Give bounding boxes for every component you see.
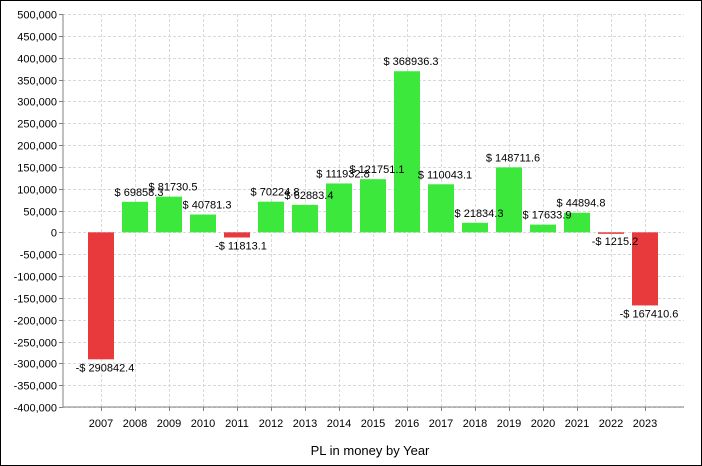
data-label: $ 62883.4: [285, 190, 334, 202]
data-label: $ 110043.1: [418, 169, 472, 181]
data-label: $ 40781.3: [183, 200, 232, 212]
data-label: $ 81730.5: [149, 182, 198, 194]
x-tick-label: 2007: [89, 418, 113, 430]
x-tick-label: 2010: [191, 418, 215, 430]
y-tick-label: -100,000: [14, 272, 57, 284]
y-tick-label: 400,000: [17, 54, 57, 66]
bar-2013: [292, 204, 318, 233]
bar-2009: [156, 196, 182, 233]
data-label: $ 44894.8: [557, 198, 606, 210]
y-tick-label: -400,000: [14, 403, 57, 415]
y-tick-label: 450,000: [17, 32, 57, 44]
bar-2011: [224, 232, 250, 238]
x-tick-label: 2011: [225, 418, 249, 430]
bar-2023: [632, 232, 658, 306]
y-axis: 500,000 450,000 400,000 350,000 300,000 250,0…: [14, 10, 64, 415]
x-tick-label: 2021: [565, 418, 589, 430]
bar-2017: [428, 184, 454, 233]
data-label: -$ 11813.1: [215, 240, 267, 252]
data-label: $ 111932.8: [316, 168, 369, 180]
y-tick-label: 500,000: [17, 10, 57, 22]
y-tick-label: 0: [51, 228, 57, 240]
y-tick-label: -300,000: [14, 359, 57, 371]
bar-2015: [360, 179, 386, 233]
data-label: $ 148711.6: [486, 152, 540, 164]
bar-2018: [462, 222, 488, 233]
data-label: $ 69858.3: [115, 187, 164, 199]
data-label: $ 368936.3: [383, 56, 438, 68]
x-tick-label: 2019: [497, 418, 521, 430]
data-label: -$ 290842.4: [76, 362, 135, 374]
bar-2014: [326, 183, 352, 233]
data-label: -$ 1215.2: [592, 236, 638, 248]
bar-2021: [564, 212, 590, 233]
x-tick-label: 2016: [395, 418, 419, 430]
data-label: $ 70224.8: [251, 187, 300, 199]
y-tick-label: 350,000: [17, 76, 57, 88]
data-labels: -$ 290842.4 $ 69858.3$ 81730.5 $ 40781.3 -$…: [76, 56, 679, 374]
y-tick-label: -50,000: [20, 250, 57, 262]
bars: [88, 71, 658, 360]
x-tick-label: 2015: [361, 418, 385, 430]
bar-2007: [88, 232, 114, 360]
x-tick-label: 2013: [293, 418, 317, 430]
x-tick-label: 2008: [123, 418, 147, 430]
bar-2019: [496, 167, 522, 233]
bar-2022: [598, 232, 624, 234]
bar-2008: [122, 201, 148, 233]
x-tick-label: 2014: [327, 418, 351, 430]
x-tick-label: 2009: [157, 418, 181, 430]
data-label: $ 21834.3: [455, 208, 504, 220]
y-tick-label: -150,000: [14, 294, 57, 306]
y-tick-label: 150,000: [17, 163, 57, 175]
x-tick-label: 2023: [633, 418, 657, 430]
data-label: $ 17633.9: [523, 210, 572, 222]
x-axis: 2007 2008 2009 2010 2011 2012 2013 2014 2015 2016…: [63, 406, 684, 430]
x-tick-label: 2012: [259, 418, 283, 430]
data-label: $ 121751.1: [349, 164, 404, 176]
x-tick-label: 2020: [531, 418, 555, 430]
y-tick-label: 200,000: [17, 141, 57, 153]
bar-2016: [394, 71, 420, 233]
y-tick-label: -250,000: [14, 338, 57, 350]
y-tick-label: 50,000: [23, 207, 57, 219]
x-tick-label: 2022: [599, 418, 623, 430]
y-tick-label: -200,000: [14, 316, 57, 328]
data-label: -$ 167410.6: [620, 308, 679, 320]
x-tick-label: 2018: [463, 418, 487, 430]
y-tick-label: 300,000: [17, 97, 57, 109]
bar-2012: [258, 201, 284, 233]
x-axis-title: PL in money by Year: [311, 443, 430, 458]
y-tick-label: 100,000: [17, 185, 57, 197]
y-tick-label: -350,000: [14, 381, 57, 393]
y-tick-label: 250,000: [17, 119, 57, 131]
bar-2010: [190, 214, 216, 233]
bar-2020: [530, 224, 556, 233]
x-tick-label: 2017: [429, 418, 453, 430]
